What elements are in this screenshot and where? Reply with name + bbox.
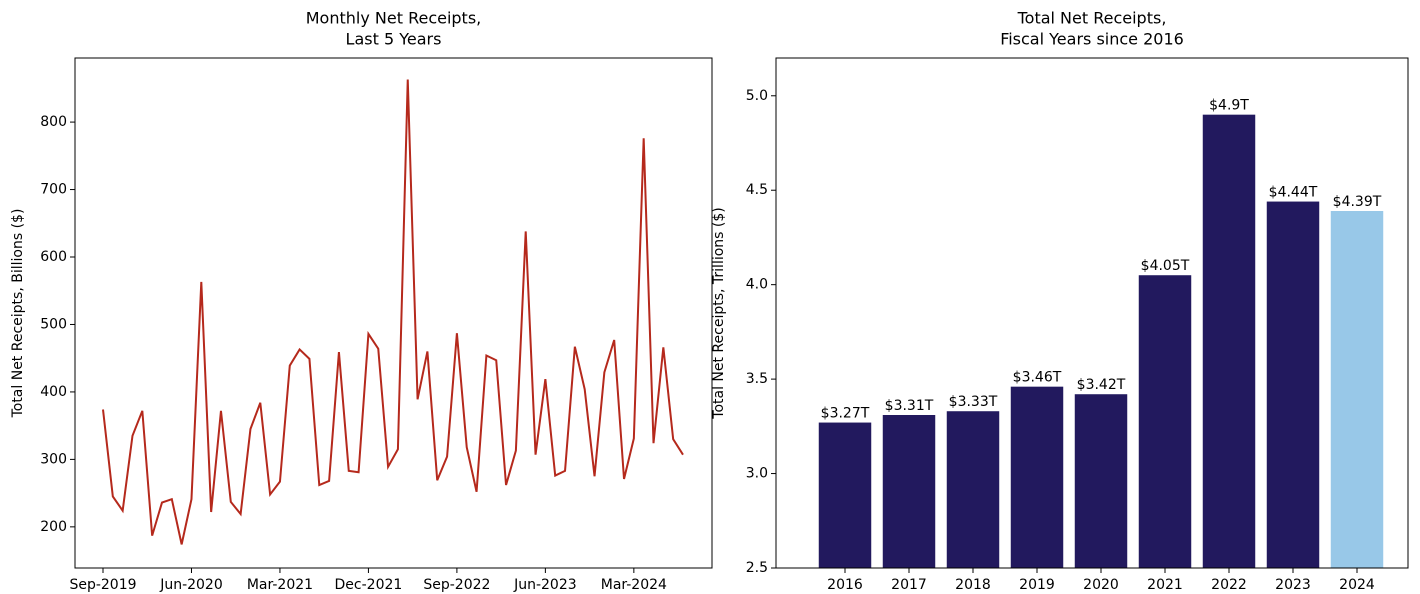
chart-title: Fiscal Years since 2016 bbox=[1000, 30, 1184, 49]
y-axis-label: Total Net Receipts, Trillions ($) bbox=[711, 207, 727, 419]
bar bbox=[1138, 275, 1192, 568]
plot-frame bbox=[74, 57, 713, 569]
bar bbox=[1202, 114, 1256, 569]
y-tick-label: 300 bbox=[40, 451, 67, 467]
bar bbox=[946, 411, 1000, 568]
chart-title: Last 5 Years bbox=[346, 30, 442, 49]
bar-value-label: $3.46T bbox=[1013, 370, 1062, 386]
x-tick-label: 2021 bbox=[1147, 577, 1183, 593]
y-tick-label: 500 bbox=[40, 316, 67, 332]
line-series bbox=[102, 79, 684, 545]
bar-value-label: $4.39T bbox=[1333, 194, 1382, 210]
y-tick-label: 800 bbox=[40, 114, 67, 130]
x-tick-label: 2017 bbox=[891, 577, 927, 593]
x-tick-label: 2019 bbox=[1019, 577, 1055, 593]
bar bbox=[1330, 211, 1384, 568]
y-tick-label: 3.5 bbox=[746, 371, 768, 387]
bar bbox=[1074, 394, 1128, 568]
x-tick-label: Jun-2020 bbox=[159, 577, 223, 593]
bar-value-label: $4.44T bbox=[1269, 185, 1318, 201]
x-tick-label: Sep-2019 bbox=[69, 577, 136, 593]
x-tick-label: Mar-2024 bbox=[601, 577, 667, 593]
x-tick-label: 2016 bbox=[827, 577, 863, 593]
x-tick-label: Sep-2022 bbox=[423, 577, 490, 593]
chart-title: Monthly Net Receipts, bbox=[306, 9, 482, 28]
y-tick-label: 3.0 bbox=[746, 466, 768, 482]
bar-value-label: $4.05T bbox=[1141, 258, 1190, 274]
chart-title: Total Net Receipts, bbox=[1017, 9, 1167, 28]
bar bbox=[1010, 386, 1064, 568]
x-tick-label: 2020 bbox=[1083, 577, 1119, 593]
y-tick-label: 4.0 bbox=[746, 277, 768, 293]
x-tick-label: 2023 bbox=[1275, 577, 1311, 593]
bar-value-label: $3.27T bbox=[821, 406, 870, 422]
y-tick-label: 700 bbox=[40, 182, 67, 198]
bar-value-label: $3.33T bbox=[949, 394, 998, 410]
x-tick-label: Jun-2023 bbox=[513, 577, 577, 593]
y-tick-label: 5.0 bbox=[746, 88, 768, 104]
y-tick-label: 600 bbox=[40, 249, 67, 265]
plot-frame bbox=[775, 57, 1409, 569]
bar-value-label: $4.9T bbox=[1209, 98, 1249, 114]
x-tick-label: 2024 bbox=[1339, 577, 1375, 593]
y-tick-label: 4.5 bbox=[746, 182, 768, 198]
x-tick-label: 2018 bbox=[955, 577, 991, 593]
bar bbox=[1266, 201, 1320, 569]
bar bbox=[882, 415, 936, 568]
bar-value-label: $3.42T bbox=[1077, 377, 1126, 393]
y-tick-label: 400 bbox=[40, 384, 67, 400]
x-tick-label: Dec-2021 bbox=[335, 577, 403, 593]
x-tick-label: 2022 bbox=[1211, 577, 1247, 593]
bar bbox=[818, 422, 872, 568]
y-axis-label: Total Net Receipts, Billions ($) bbox=[10, 209, 26, 419]
bar-value-label: $3.31T bbox=[885, 398, 934, 414]
x-tick-label: Mar-2021 bbox=[247, 577, 313, 593]
y-tick-label: 200 bbox=[40, 519, 67, 535]
y-tick-label: 2.5 bbox=[746, 560, 768, 576]
